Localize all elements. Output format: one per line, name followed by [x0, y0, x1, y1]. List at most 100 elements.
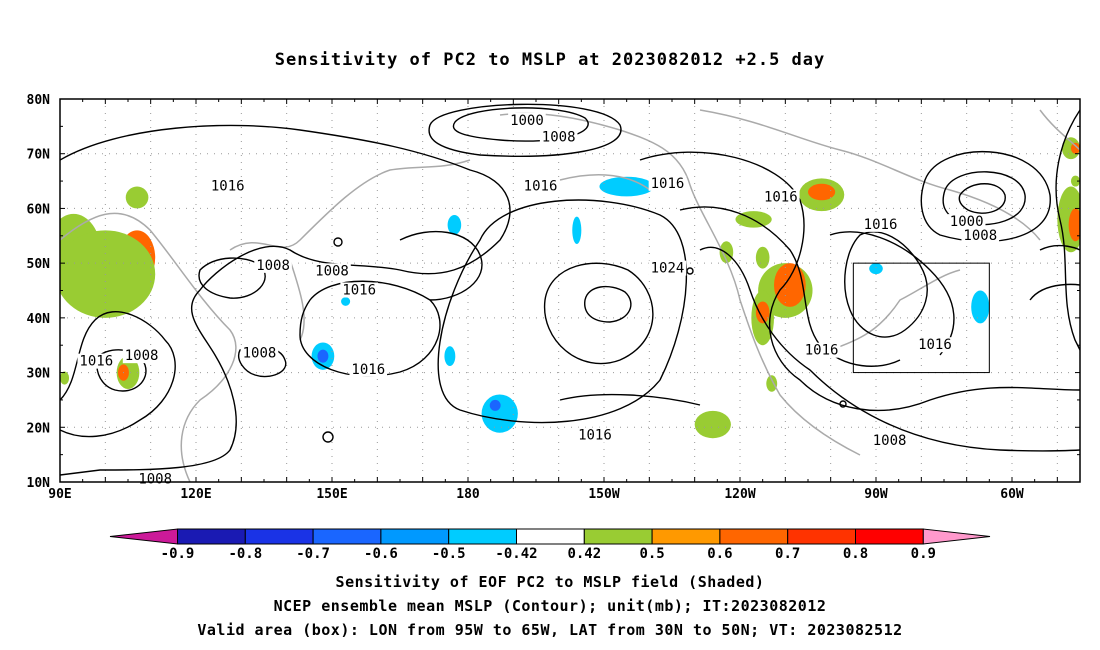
- lat-label: 30N: [27, 367, 51, 382]
- caption-line-1: Sensitivity of EOF PC2 to MSLP field (Sh…: [335, 573, 765, 591]
- coastlines: [60, 109, 1080, 482]
- coastline: [1039, 109, 1080, 151]
- mslp-contour: [543, 262, 654, 365]
- colorbar-label: 0.8: [843, 546, 868, 562]
- contour-label-bg: [349, 361, 388, 377]
- contour-label-bg: [762, 189, 800, 205]
- contour-label: 1000: [950, 214, 984, 230]
- lon-label: 60W: [1000, 487, 1024, 502]
- coastline: [699, 109, 1041, 241]
- sensitivity-blob: [444, 346, 456, 367]
- sensitivity-shading: [60, 137, 1080, 439]
- lon-label: 90E: [48, 487, 71, 502]
- colorbar-label: 0.42: [567, 546, 601, 562]
- contour-label-bg: [576, 427, 614, 443]
- lon-label: 90W: [864, 487, 888, 502]
- mslp-contour: [639, 151, 1080, 412]
- sensitivity-blob: [599, 176, 654, 197]
- lon-label: 180: [456, 487, 480, 502]
- mslp-contour: [958, 183, 1006, 214]
- colorbar-swatch: [787, 528, 857, 545]
- contour-label: 1016: [211, 179, 245, 195]
- contour-label-bg: [648, 260, 687, 276]
- caption-line-3: Valid area (box): LON from 95W to 65W, L…: [197, 621, 903, 639]
- contour-label: 1016: [764, 189, 798, 205]
- lat-label: 20N: [27, 421, 51, 436]
- colorbar-label: -0.6: [364, 546, 398, 562]
- contour-label: 1008: [125, 348, 159, 364]
- mslp-contour: [584, 285, 632, 323]
- lat-label: 70N: [27, 148, 51, 163]
- lon-label: 150E: [316, 487, 347, 502]
- contour-label-bg: [870, 432, 909, 448]
- mslp-contour: [60, 311, 176, 438]
- sensitivity-blob: [572, 216, 582, 244]
- colorbar-label: 0.5: [639, 546, 664, 562]
- colorbar-swatch: [651, 528, 721, 545]
- colorbar-swatch: [516, 528, 585, 545]
- contour-label-bg: [521, 178, 560, 194]
- mslp-contour: [198, 257, 266, 299]
- contour-label-bg: [122, 348, 161, 364]
- sensitivity-blob: [755, 246, 770, 269]
- lat-label: 80N: [27, 93, 51, 108]
- contour-label: 1016: [918, 337, 952, 353]
- colorbar-label: -0.7: [296, 546, 330, 562]
- contour-label-bg: [77, 353, 116, 369]
- lat-label: 50N: [27, 257, 51, 272]
- coastline: [60, 212, 237, 482]
- contour-label-bg: [254, 257, 292, 273]
- contour-label: 1008: [542, 129, 576, 145]
- contour-label-bg: [240, 345, 279, 361]
- coastline: [289, 259, 305, 341]
- contour-label-bg: [208, 178, 247, 194]
- contour-label: 1008: [963, 228, 997, 244]
- caption-line-2: NCEP ensemble mean MSLP (Contour); unit(…: [273, 597, 827, 615]
- colorbar-swatch: [719, 528, 789, 545]
- mslp-contour: [559, 393, 701, 406]
- contour-label: 1024: [651, 261, 685, 277]
- mslp-contour: [299, 280, 441, 377]
- contour-label-bg: [313, 263, 351, 279]
- contour-label: 1016: [79, 354, 113, 370]
- contour-label: 1008: [315, 263, 349, 279]
- mslp-contour: [428, 103, 622, 157]
- graticule: [59, 98, 1081, 483]
- contour-label: 1016: [864, 217, 898, 233]
- sensitivity-blob: [971, 290, 990, 324]
- mslp-contour: [437, 199, 688, 424]
- contour-label: 1016: [651, 176, 685, 192]
- sensitivity-blob: [869, 263, 883, 275]
- mslp-contour: [679, 206, 901, 367]
- colorbar-swatch: [312, 528, 382, 545]
- contour-label-bg: [539, 129, 578, 145]
- sensitivity-blob: [808, 183, 836, 201]
- colorbar-label: 0.6: [707, 546, 732, 562]
- mslp-contour-small: [333, 237, 343, 247]
- sensitivity-blob: [489, 399, 501, 411]
- mslp-contour-small: [839, 400, 847, 408]
- sensitivity-blob: [694, 410, 731, 439]
- contour-label-bg: [947, 214, 986, 230]
- colorbar-swatch: [583, 528, 653, 545]
- sensitivity-blob: [60, 371, 70, 385]
- lon-label: 150W: [588, 487, 619, 502]
- sensitivity-blob: [1070, 175, 1080, 187]
- lat-label: 40N: [27, 312, 51, 327]
- contour-label-bg: [916, 337, 954, 353]
- sensitivity-blob: [1070, 142, 1080, 154]
- contour-label: 1016: [351, 362, 385, 378]
- colorbar-swatch: [380, 528, 450, 545]
- contour-label: 1000: [510, 113, 544, 129]
- colorbar-swatch: [922, 528, 991, 545]
- sensitivity-blob: [755, 301, 770, 324]
- mslp-contour-small: [686, 267, 694, 275]
- coastline: [559, 174, 651, 191]
- sensitivity-blob: [774, 263, 806, 307]
- contour-label: 1016: [524, 179, 558, 195]
- contour-label: 1016: [805, 343, 839, 359]
- colorbar-swatch: [177, 528, 246, 545]
- sensitivity-blob: [341, 297, 351, 306]
